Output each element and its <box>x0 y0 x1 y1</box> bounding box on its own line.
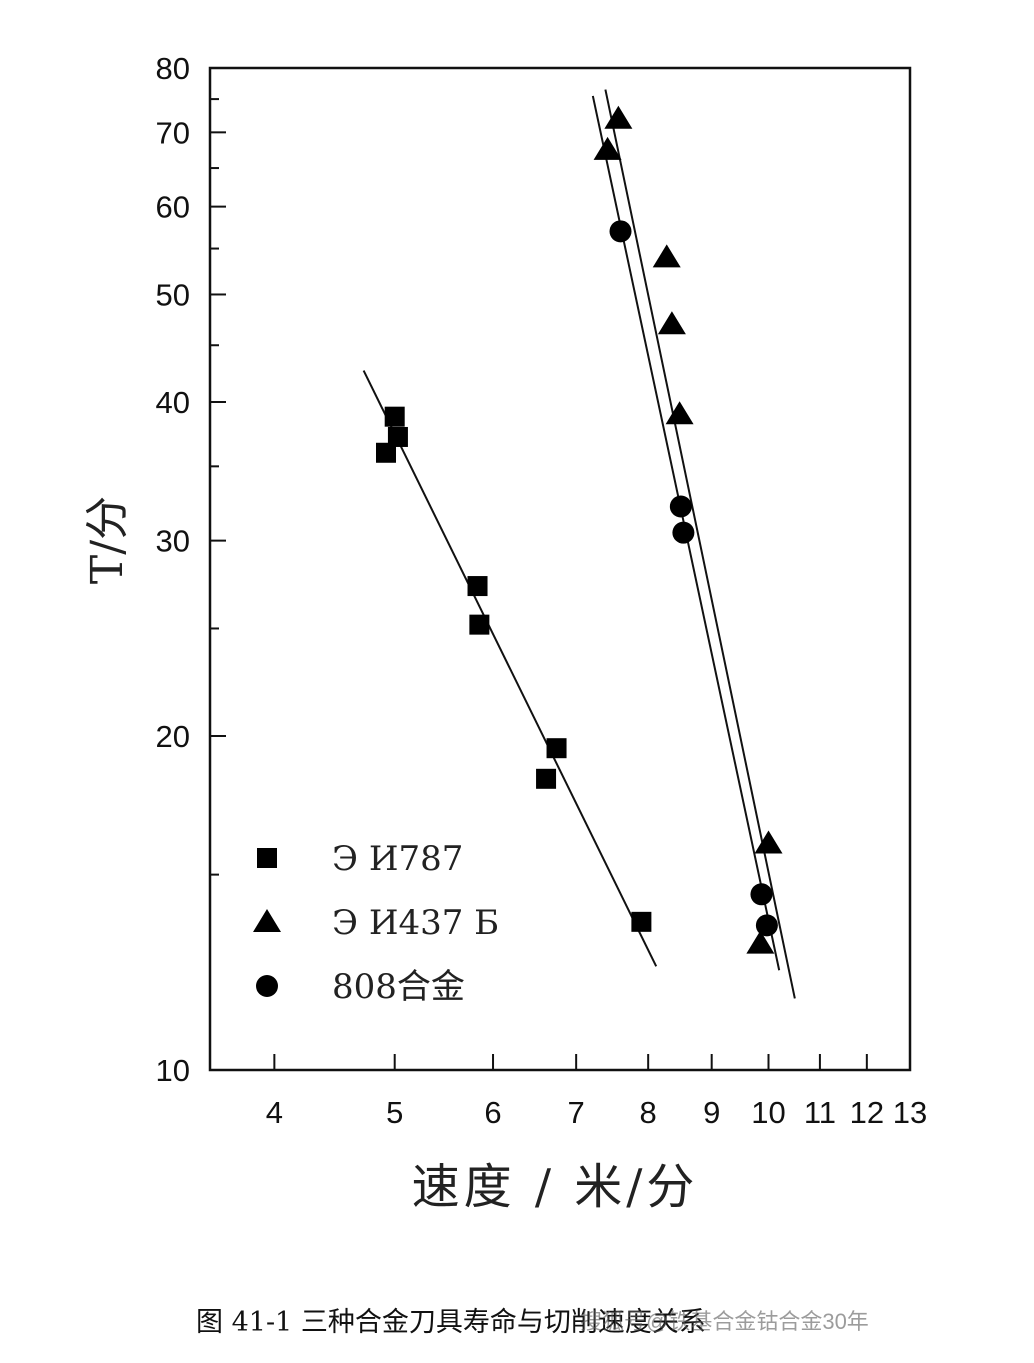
x-tick-label: 6 <box>484 1095 501 1130</box>
circle-marker <box>609 220 632 243</box>
figure-caption: 图 41-1 三种合金刀具寿命与切削速度关系 搜狐号@铁基合金钴合金30年 <box>0 1300 1034 1340</box>
x-tick-label: 7 <box>568 1095 585 1130</box>
legend-label: Э И437 Б <box>332 903 499 943</box>
x-axis-title: 速度 / 米/分 <box>412 1159 699 1215</box>
y-tick-label: 30 <box>156 524 190 559</box>
circle-marker <box>755 914 778 937</box>
x-tick-label: 12 <box>850 1095 884 1130</box>
watermark-text: 搜狐号@铁基合金钴合金30年 <box>580 1309 869 1334</box>
triangle-marker <box>746 930 775 954</box>
square-marker <box>536 768 557 789</box>
x-tick-label: 9 <box>703 1095 720 1130</box>
square-marker <box>467 576 488 597</box>
caption-text: 图 41-1 三种合金刀具寿命与切削速度关系 <box>196 1307 706 1338</box>
y-tick-label: 10 <box>156 1053 190 1088</box>
x-axis-ticks: 4 5 6 7 8 9 10 11 12 13 <box>266 1054 927 1130</box>
triangle-marker <box>754 830 783 854</box>
x-tick-label: 4 <box>266 1095 283 1130</box>
triangle-marker <box>604 105 633 129</box>
x-tick-label: 8 <box>640 1095 657 1130</box>
y-tick-label: 70 <box>156 115 190 150</box>
x-tick-label: 5 <box>386 1095 403 1130</box>
circle-marker <box>750 883 773 906</box>
legend-label: 808合金 <box>332 967 465 1007</box>
y-tick-label: 60 <box>156 190 190 225</box>
y-axis-title: T/分 <box>82 496 133 584</box>
legend-triangle-marker <box>253 909 281 932</box>
square-marker <box>631 911 652 932</box>
circle-marker <box>672 521 695 544</box>
square-marker <box>384 406 405 427</box>
legend-circle-marker <box>256 975 278 997</box>
square-marker <box>546 738 567 759</box>
triangle-marker <box>593 136 622 160</box>
legend-square-marker <box>257 848 277 868</box>
square-marker <box>387 426 408 447</box>
triangle-marker <box>657 311 686 335</box>
fit-line <box>604 89 796 999</box>
y-tick-label: 50 <box>156 277 190 312</box>
legend: Э И787 Э И437 Б 808合金 <box>253 839 499 1007</box>
x-tick-label: 10 <box>751 1095 785 1130</box>
circle-marker <box>669 495 692 518</box>
plot-frame <box>208 66 912 1072</box>
data-markers <box>376 105 783 954</box>
triangle-marker <box>652 244 681 268</box>
x-tick-label: 11 <box>804 1095 836 1130</box>
fit-line <box>362 370 658 967</box>
y-tick-label: 20 <box>156 719 190 754</box>
y-tick-label: 80 <box>156 51 190 86</box>
triangle-marker <box>665 401 694 425</box>
legend-label: Э И787 <box>332 839 463 879</box>
y-axis-ticks: 10 20 30 40 50 60 70 80 <box>156 51 226 1088</box>
y-tick-label: 40 <box>156 385 190 420</box>
square-marker <box>376 442 397 463</box>
square-marker <box>469 614 490 635</box>
x-tick-label: 13 <box>893 1095 927 1130</box>
